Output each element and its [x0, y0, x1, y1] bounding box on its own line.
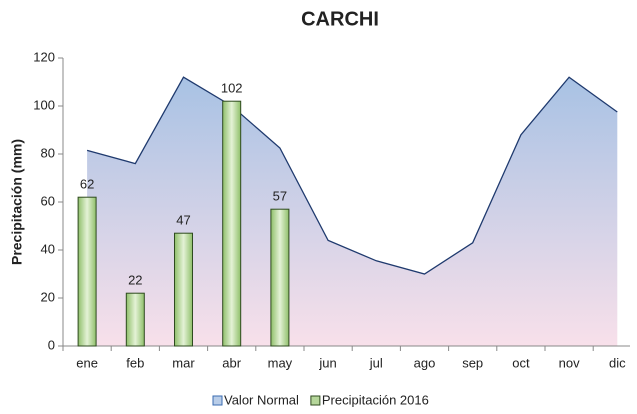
y-axis-label: Precipitación (mm): [9, 139, 25, 265]
x-tick-label: jul: [369, 355, 383, 370]
area: [87, 77, 618, 346]
legend-swatch: [212, 395, 223, 406]
y-tick-label: 0: [48, 337, 55, 352]
y-tick-label: 60: [41, 193, 55, 208]
x-tick-label: mar: [172, 355, 195, 370]
x-tick-label: oct: [512, 355, 530, 370]
legend-swatch: [310, 395, 321, 406]
bar: [125, 292, 145, 347]
x-tick-label: may: [268, 355, 293, 370]
y-tick-label: 80: [41, 145, 55, 160]
x-tick-label: sep: [462, 355, 483, 370]
y-tick-label: 40: [41, 241, 55, 256]
x-tick-label: dic: [609, 355, 626, 370]
bar: [270, 208, 290, 347]
data-label: 47: [176, 213, 190, 228]
y-tick-label: 100: [33, 97, 55, 112]
legend-label: Valor Normal: [224, 392, 299, 407]
bar: [222, 100, 242, 347]
x-tick-label: ene: [76, 355, 98, 370]
y-tick-label: 20: [41, 289, 55, 304]
legend-label: Precipitación 2016: [322, 392, 429, 407]
x-tick-label: feb: [126, 355, 144, 370]
bar: [174, 232, 193, 347]
chart-title: CARCHI: [301, 8, 379, 30]
x-tick-label: nov: [559, 355, 580, 370]
x-tick-label: jun: [318, 355, 336, 370]
x-tick-label: ago: [414, 355, 436, 370]
bar: [77, 196, 97, 347]
data-label: 22: [128, 273, 142, 288]
data-label: 62: [80, 177, 94, 192]
y-tick-label: 120: [33, 49, 55, 64]
data-label: 102: [221, 81, 243, 96]
area-line: [86, 76, 618, 275]
x-tick-label: abr: [222, 355, 241, 370]
data-label: 57: [273, 189, 287, 204]
